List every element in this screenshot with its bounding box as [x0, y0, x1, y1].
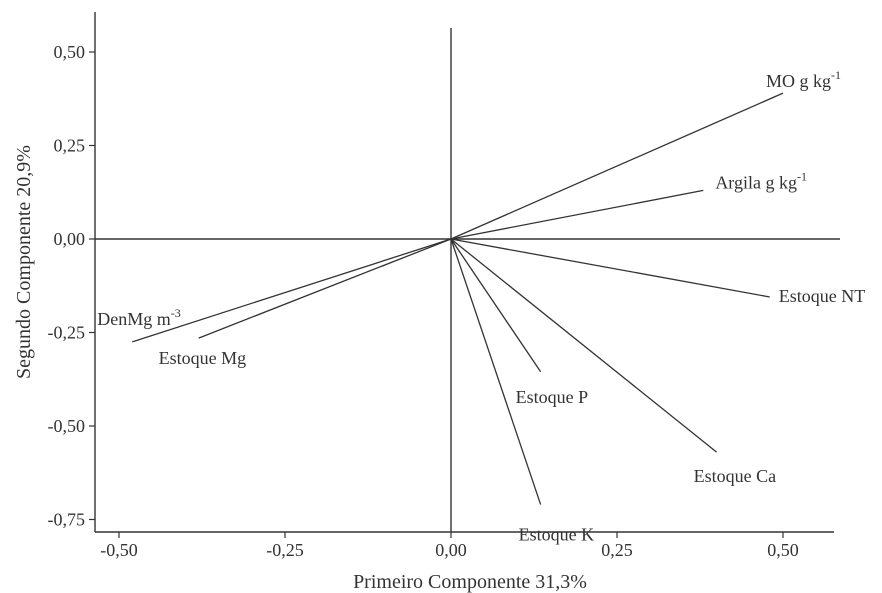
vector-argila-superscript: -1: [797, 169, 807, 183]
vector-k-line: [450, 238, 542, 505]
y-tick-label: -0,75: [48, 510, 86, 530]
y-tick-label: 0,25: [54, 136, 86, 156]
y-axis-title: Segundo Componente 20,9%: [13, 145, 35, 379]
y-tick-label: 0,00: [54, 229, 86, 249]
vector-argila-label: Argila g kg-1: [715, 169, 807, 192]
vector-ca-line: [450, 238, 718, 453]
y-tick-label: 0,50: [54, 42, 86, 62]
vector-ca-label: Estoque Ca: [694, 466, 777, 486]
vector-argila-line: [450, 189, 704, 240]
vector-den-superscript: -3: [171, 306, 181, 320]
vector-den-label: DenMg m-3: [97, 306, 181, 329]
vector-mg-line: [198, 238, 452, 339]
vector-k-label: Estoque K: [519, 525, 595, 545]
vector-p-line: [450, 238, 542, 373]
loading-vectors: MO g kg-1 Argila g kg-1 Estoque NT Estoque …: [97, 68, 865, 544]
vector-mo-line: [450, 92, 784, 240]
x-tick-label: -0,50: [100, 540, 138, 560]
x-axis-title: Primeiro Componente 31,3%: [353, 571, 587, 593]
x-tick-label: 0,50: [767, 540, 799, 560]
x-tick-label: -0,25: [266, 540, 304, 560]
vector-mo-label: MO g kg-1: [766, 68, 841, 91]
y-tick-label: -0,50: [48, 416, 86, 436]
x-tick-label: 0,00: [435, 540, 467, 560]
vector-mo-superscript: -1: [831, 68, 841, 82]
y-ticks: 0,50 0,25 0,00 -0,50 -0,75 -0,25: [48, 42, 95, 530]
vector-den-line: [132, 238, 452, 343]
vector-p-label: Estoque P: [516, 387, 589, 407]
vector-mg-label: Estoque Mg: [159, 348, 247, 368]
x-tick-label: 0,25: [601, 540, 633, 560]
vector-nt-line: [450, 238, 770, 298]
x-ticks: -0,50 -0,25 0,00 0,25 0,50: [100, 532, 799, 560]
vector-nt-label: Estoque NT: [779, 286, 865, 306]
y-tick-label: -0,25: [48, 323, 86, 343]
